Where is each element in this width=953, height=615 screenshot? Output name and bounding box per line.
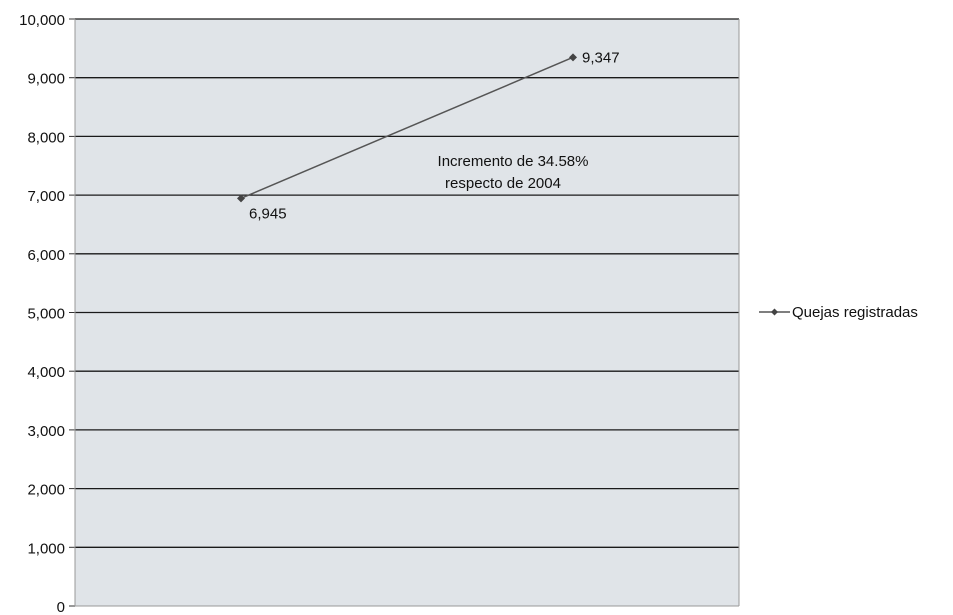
y-tick-label: 4,000: [27, 364, 65, 381]
data-label: 6,945: [249, 205, 287, 222]
y-tick-label: 5,000: [27, 306, 65, 323]
y-tick-label: 6,000: [27, 247, 65, 264]
data-label: 9,347: [582, 49, 620, 66]
annotation-line-2: respecto de 2004: [445, 175, 561, 192]
y-tick-label: 10,000: [19, 12, 65, 29]
y-tick-label: 0: [57, 599, 65, 615]
axes: [69, 18, 740, 607]
legend: Quejas registradas: [759, 304, 918, 321]
gridlines: [75, 18, 739, 548]
y-tick-label: 2,000: [27, 482, 65, 499]
y-tick-label: 9,000: [27, 71, 65, 88]
series-layer: [237, 53, 577, 203]
y-tick-label: 7,000: [27, 188, 65, 205]
legend-marker-diamond-icon: [771, 308, 778, 316]
series-line-quejas-registradas: [240, 56, 574, 200]
data-point: [569, 53, 577, 62]
legend-label-quejas-registradas: Quejas registradas: [792, 304, 918, 321]
annotation-line-1: Incremento de 34.58%: [438, 153, 589, 170]
y-tick-label: 8,000: [27, 129, 65, 146]
y-tick-label: 1,000: [27, 540, 65, 557]
data-point: [237, 194, 245, 203]
data-labels: 6,945 9,347: [249, 49, 620, 222]
y-axis-tick-labels: 0 1,000 2,000 3,000 4,000 5,000 6,000 7,000 8,00…: [19, 12, 65, 615]
y-tick-label: 3,000: [27, 423, 65, 440]
